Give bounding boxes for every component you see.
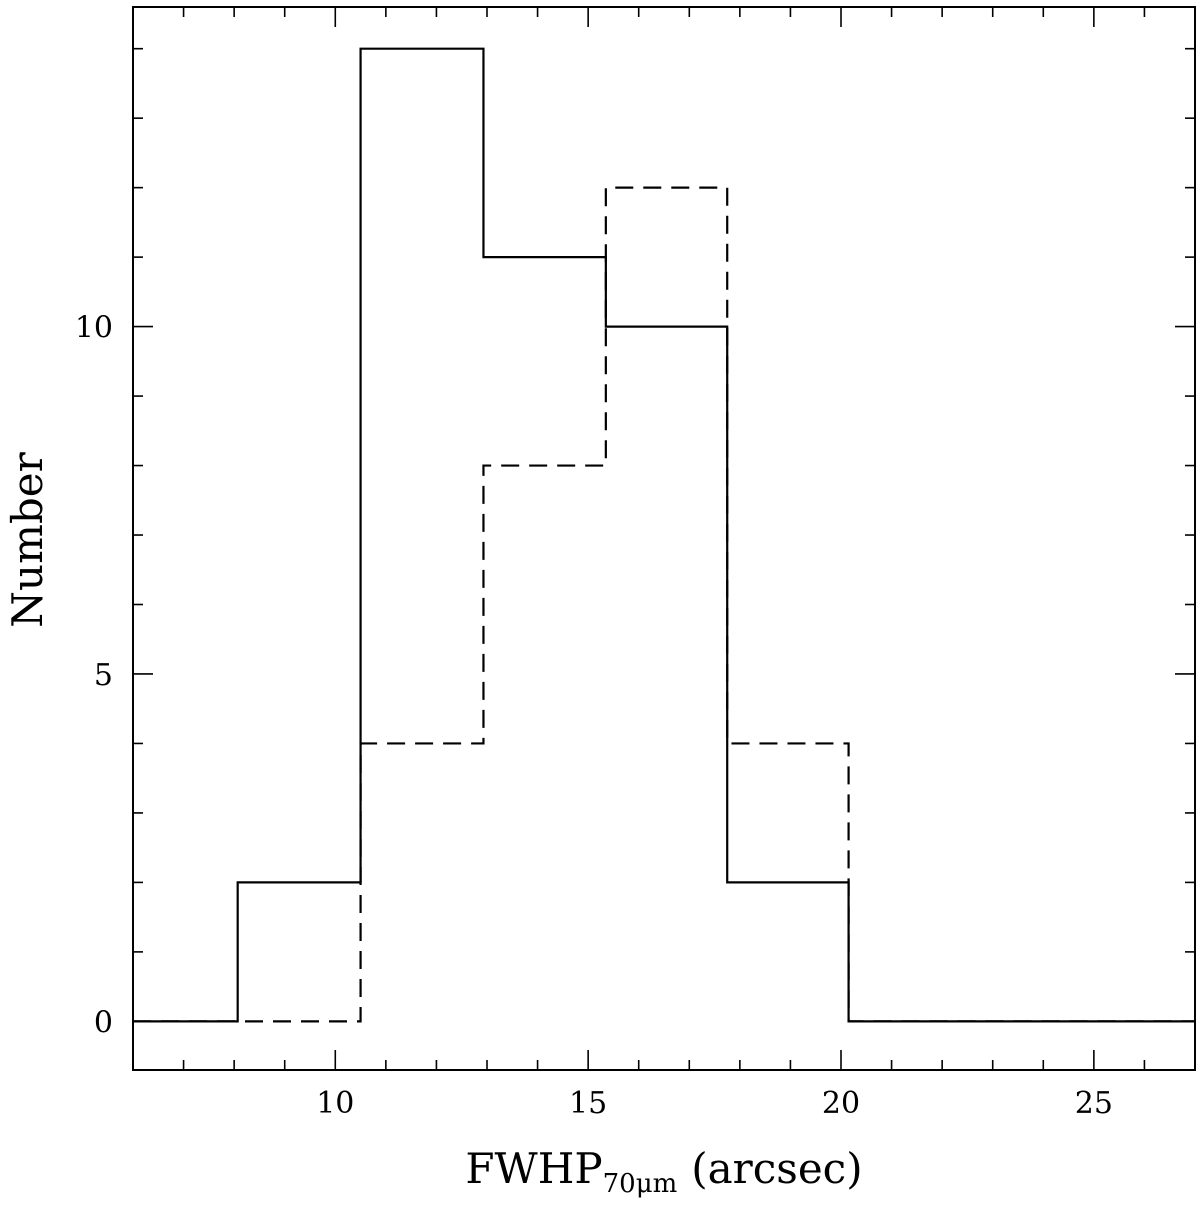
x-axis-title: FWHP70μm (arcsec) xyxy=(465,1144,862,1199)
histogram-series-dashed xyxy=(133,186,1195,1023)
y-tick-label: 0 xyxy=(94,1005,113,1040)
x-axis-title-main: FWHP xyxy=(465,1144,602,1193)
x-tick-label: 15 xyxy=(569,1086,607,1121)
x-tick-label: 25 xyxy=(1075,1086,1113,1121)
plot-frame xyxy=(132,6,1196,1071)
y-axis-title: Number xyxy=(3,451,52,627)
y-tick-label: 5 xyxy=(94,658,113,693)
x-axis-title-subscript: 70μm xyxy=(603,1169,678,1199)
x-tick-label: 10 xyxy=(316,1086,354,1121)
x-tick-label: 20 xyxy=(822,1086,860,1121)
tick-labels: 10 15 20 25 0 5 10 xyxy=(75,311,1113,1121)
y-tick-label: 10 xyxy=(75,311,113,346)
histogram-series xyxy=(133,47,1195,1023)
x-axis-title-unit: (arcsec) xyxy=(691,1144,862,1193)
